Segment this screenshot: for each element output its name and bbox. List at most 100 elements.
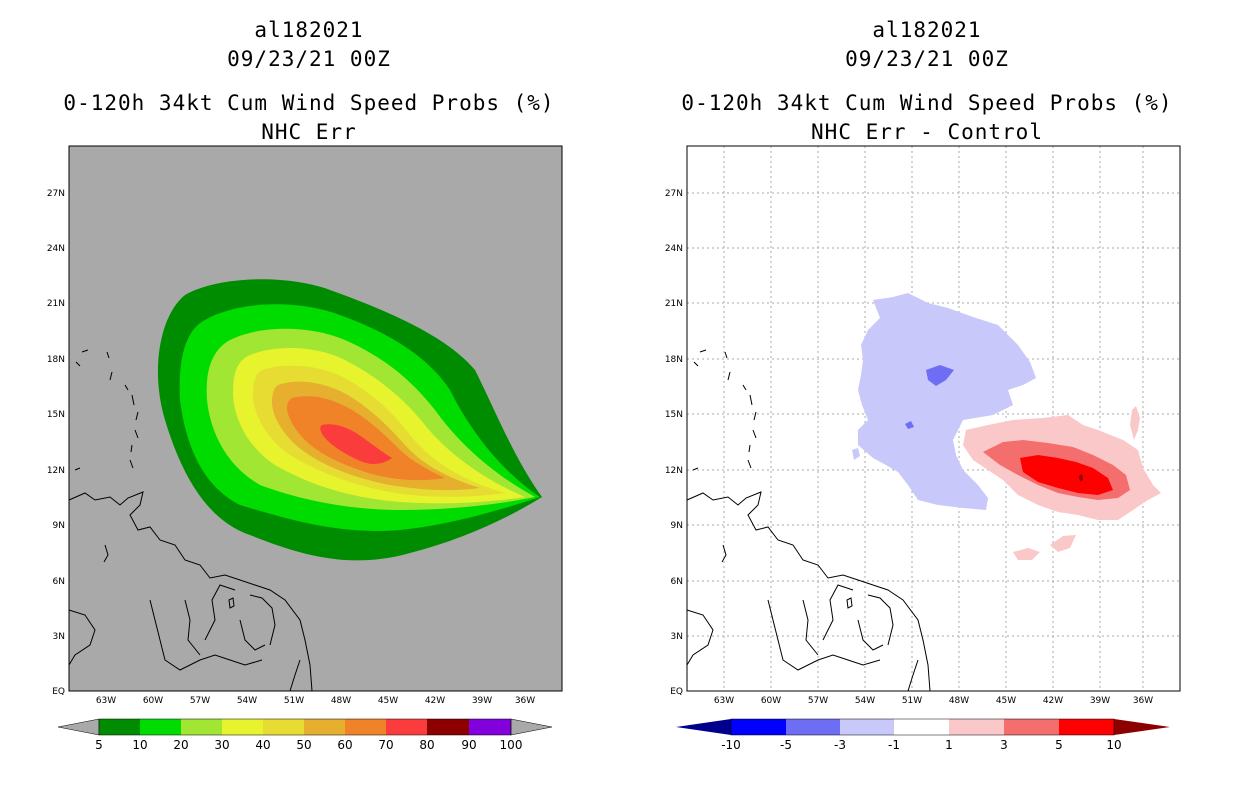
right-colorbar xyxy=(676,718,1170,736)
lat-label: 9N xyxy=(53,521,65,531)
lat-label: 15N xyxy=(47,410,65,420)
colorbar-swatch xyxy=(1059,719,1114,735)
lat-label: 18N xyxy=(47,355,65,365)
colorbar-swatch xyxy=(222,719,263,735)
colorbar-outline xyxy=(98,718,512,736)
colorbar-swatch xyxy=(469,719,511,735)
lat-label: 21N xyxy=(47,299,65,309)
right-product-title: 0-120h 34kt Cum Wind Speed Probs (%) xyxy=(681,91,1173,115)
lat-label: 15N xyxy=(665,410,683,420)
left-storm-id: al182021 xyxy=(254,18,364,42)
right-subtitle: NHC Err - Control xyxy=(811,120,1043,144)
colorbar-label: 60 xyxy=(337,738,352,752)
left-map-frame xyxy=(68,145,563,692)
colorbar-swatch xyxy=(949,719,1004,735)
colorbar-label: -1 xyxy=(888,738,900,752)
right-difference-contours xyxy=(852,293,1161,560)
colorbar-swatch xyxy=(99,719,140,735)
lon-label: 57W xyxy=(808,696,828,706)
prob-contour-70 xyxy=(320,424,392,464)
left-map: EQ 3N 6N 9N 12N 15N 18N 21N 24N 27N 63W … xyxy=(47,145,563,752)
lat-label: 3N xyxy=(53,632,65,642)
colorbar-swatch xyxy=(345,719,386,735)
left-product-title: 0-120h 34kt Cum Wind Speed Probs (%) xyxy=(63,91,555,115)
colorbar-swatch xyxy=(894,719,949,735)
lon-label: 63W xyxy=(714,696,734,706)
left-panel: al182021 09/23/21 00Z 0-120h 34kt Cum Wi… xyxy=(47,18,563,752)
right-map: EQ 3N 6N 9N 12N 15N 18N 21N 24N 27N 63W … xyxy=(665,145,1181,752)
diff-contour-pos1-fragment-b xyxy=(1050,535,1076,552)
colorbar-label: -5 xyxy=(780,738,792,752)
colorbar-label: 5 xyxy=(95,738,103,752)
lon-label: 39W xyxy=(1090,696,1110,706)
lon-label: 36W xyxy=(515,696,535,706)
diff-contour-pos10 xyxy=(1079,474,1083,482)
diff-contour-pos1-fragment-c xyxy=(1130,406,1140,440)
diff-contour-neg5 xyxy=(926,365,954,386)
lon-label: 51W xyxy=(284,696,304,706)
colorbar-low-triangle xyxy=(57,718,100,736)
lon-label: 54W xyxy=(237,696,257,706)
lon-label: 45W xyxy=(378,696,398,706)
colorbar-swatch xyxy=(427,719,469,735)
colorbar-label: -10 xyxy=(721,738,741,752)
colorbar-low-triangle xyxy=(676,719,731,735)
diff-contour-pos5 xyxy=(1020,455,1113,495)
colorbar-swatch xyxy=(181,719,222,735)
left-colorbar-labels: 5 10 20 30 40 50 60 70 80 90 100 xyxy=(95,738,522,752)
colorbar-swatch xyxy=(786,719,840,735)
lat-label: 12N xyxy=(665,466,683,476)
colorbar-swatch xyxy=(304,719,345,735)
colorbar-label: 10 xyxy=(132,738,147,752)
lat-label: 27N xyxy=(665,189,683,199)
lat-label: 12N xyxy=(47,466,65,476)
colorbar-label: 70 xyxy=(378,738,393,752)
diff-contour-neg5-small xyxy=(905,421,914,429)
lat-label: 3N xyxy=(671,632,683,642)
lat-label: 6N xyxy=(53,577,65,587)
colorbar-label: 30 xyxy=(214,738,229,752)
lat-label: 24N xyxy=(665,244,683,254)
colorbar-high-triangle xyxy=(510,718,553,736)
colorbar-label: -3 xyxy=(834,738,846,752)
lat-label: 21N xyxy=(665,299,683,309)
colorbar-label: 3 xyxy=(1000,738,1008,752)
colorbar-swatch xyxy=(140,719,181,735)
right-lon-labels: 63W 60W 57W 54W 51W 48W 45W 42W 39W 36W xyxy=(714,696,1153,706)
lon-label: 57W xyxy=(190,696,210,706)
colorbar-label: 20 xyxy=(173,738,188,752)
lat-label: 27N xyxy=(47,189,65,199)
colorbar-label: 5 xyxy=(1055,738,1063,752)
lat-label: EQ xyxy=(52,687,65,697)
colorbar-label: 10 xyxy=(1106,738,1121,752)
colorbar-label: 80 xyxy=(419,738,434,752)
diff-contour-neg3 xyxy=(858,293,1036,510)
colorbar-swatch xyxy=(263,719,304,735)
lat-label: 6N xyxy=(671,577,683,587)
colorbar-swatch xyxy=(386,719,427,735)
colorbar-swatch xyxy=(840,719,894,735)
right-storm-id: al182021 xyxy=(872,18,982,42)
prob-contour-60 xyxy=(287,396,445,481)
left-subtitle: NHC Err xyxy=(261,120,357,144)
right-lat-labels: EQ 3N 6N 9N 12N 15N 18N 21N 24N 27N xyxy=(665,189,683,697)
right-map-frame xyxy=(686,145,1181,692)
lon-label: 42W xyxy=(425,696,445,706)
colorbar-label: 100 xyxy=(500,738,523,752)
left-lat-labels: EQ 3N 6N 9N 12N 15N 18N 21N 24N 27N xyxy=(47,189,65,697)
colorbar-label: 1 xyxy=(945,738,953,752)
lat-label: 9N xyxy=(671,521,683,531)
lat-label: 18N xyxy=(665,355,683,365)
diff-contour-pos1-fragment-a xyxy=(1013,548,1040,560)
lon-label: 42W xyxy=(1043,696,1063,706)
lon-label: 45W xyxy=(996,696,1016,706)
lon-label: 48W xyxy=(331,696,351,706)
left-lon-labels: 63W 60W 57W 54W 51W 48W 45W 42W 39W 36W xyxy=(96,696,535,706)
right-colorbar-labels: -10 -5 -3 -1 1 3 5 10 xyxy=(721,738,1121,752)
colorbar-label: 50 xyxy=(296,738,311,752)
lon-label: 51W xyxy=(902,696,922,706)
colorbar-outline xyxy=(730,718,1115,736)
right-datetime: 09/23/21 00Z xyxy=(845,47,1009,71)
left-probability-contours xyxy=(157,279,542,561)
lon-label: 63W xyxy=(96,696,116,706)
